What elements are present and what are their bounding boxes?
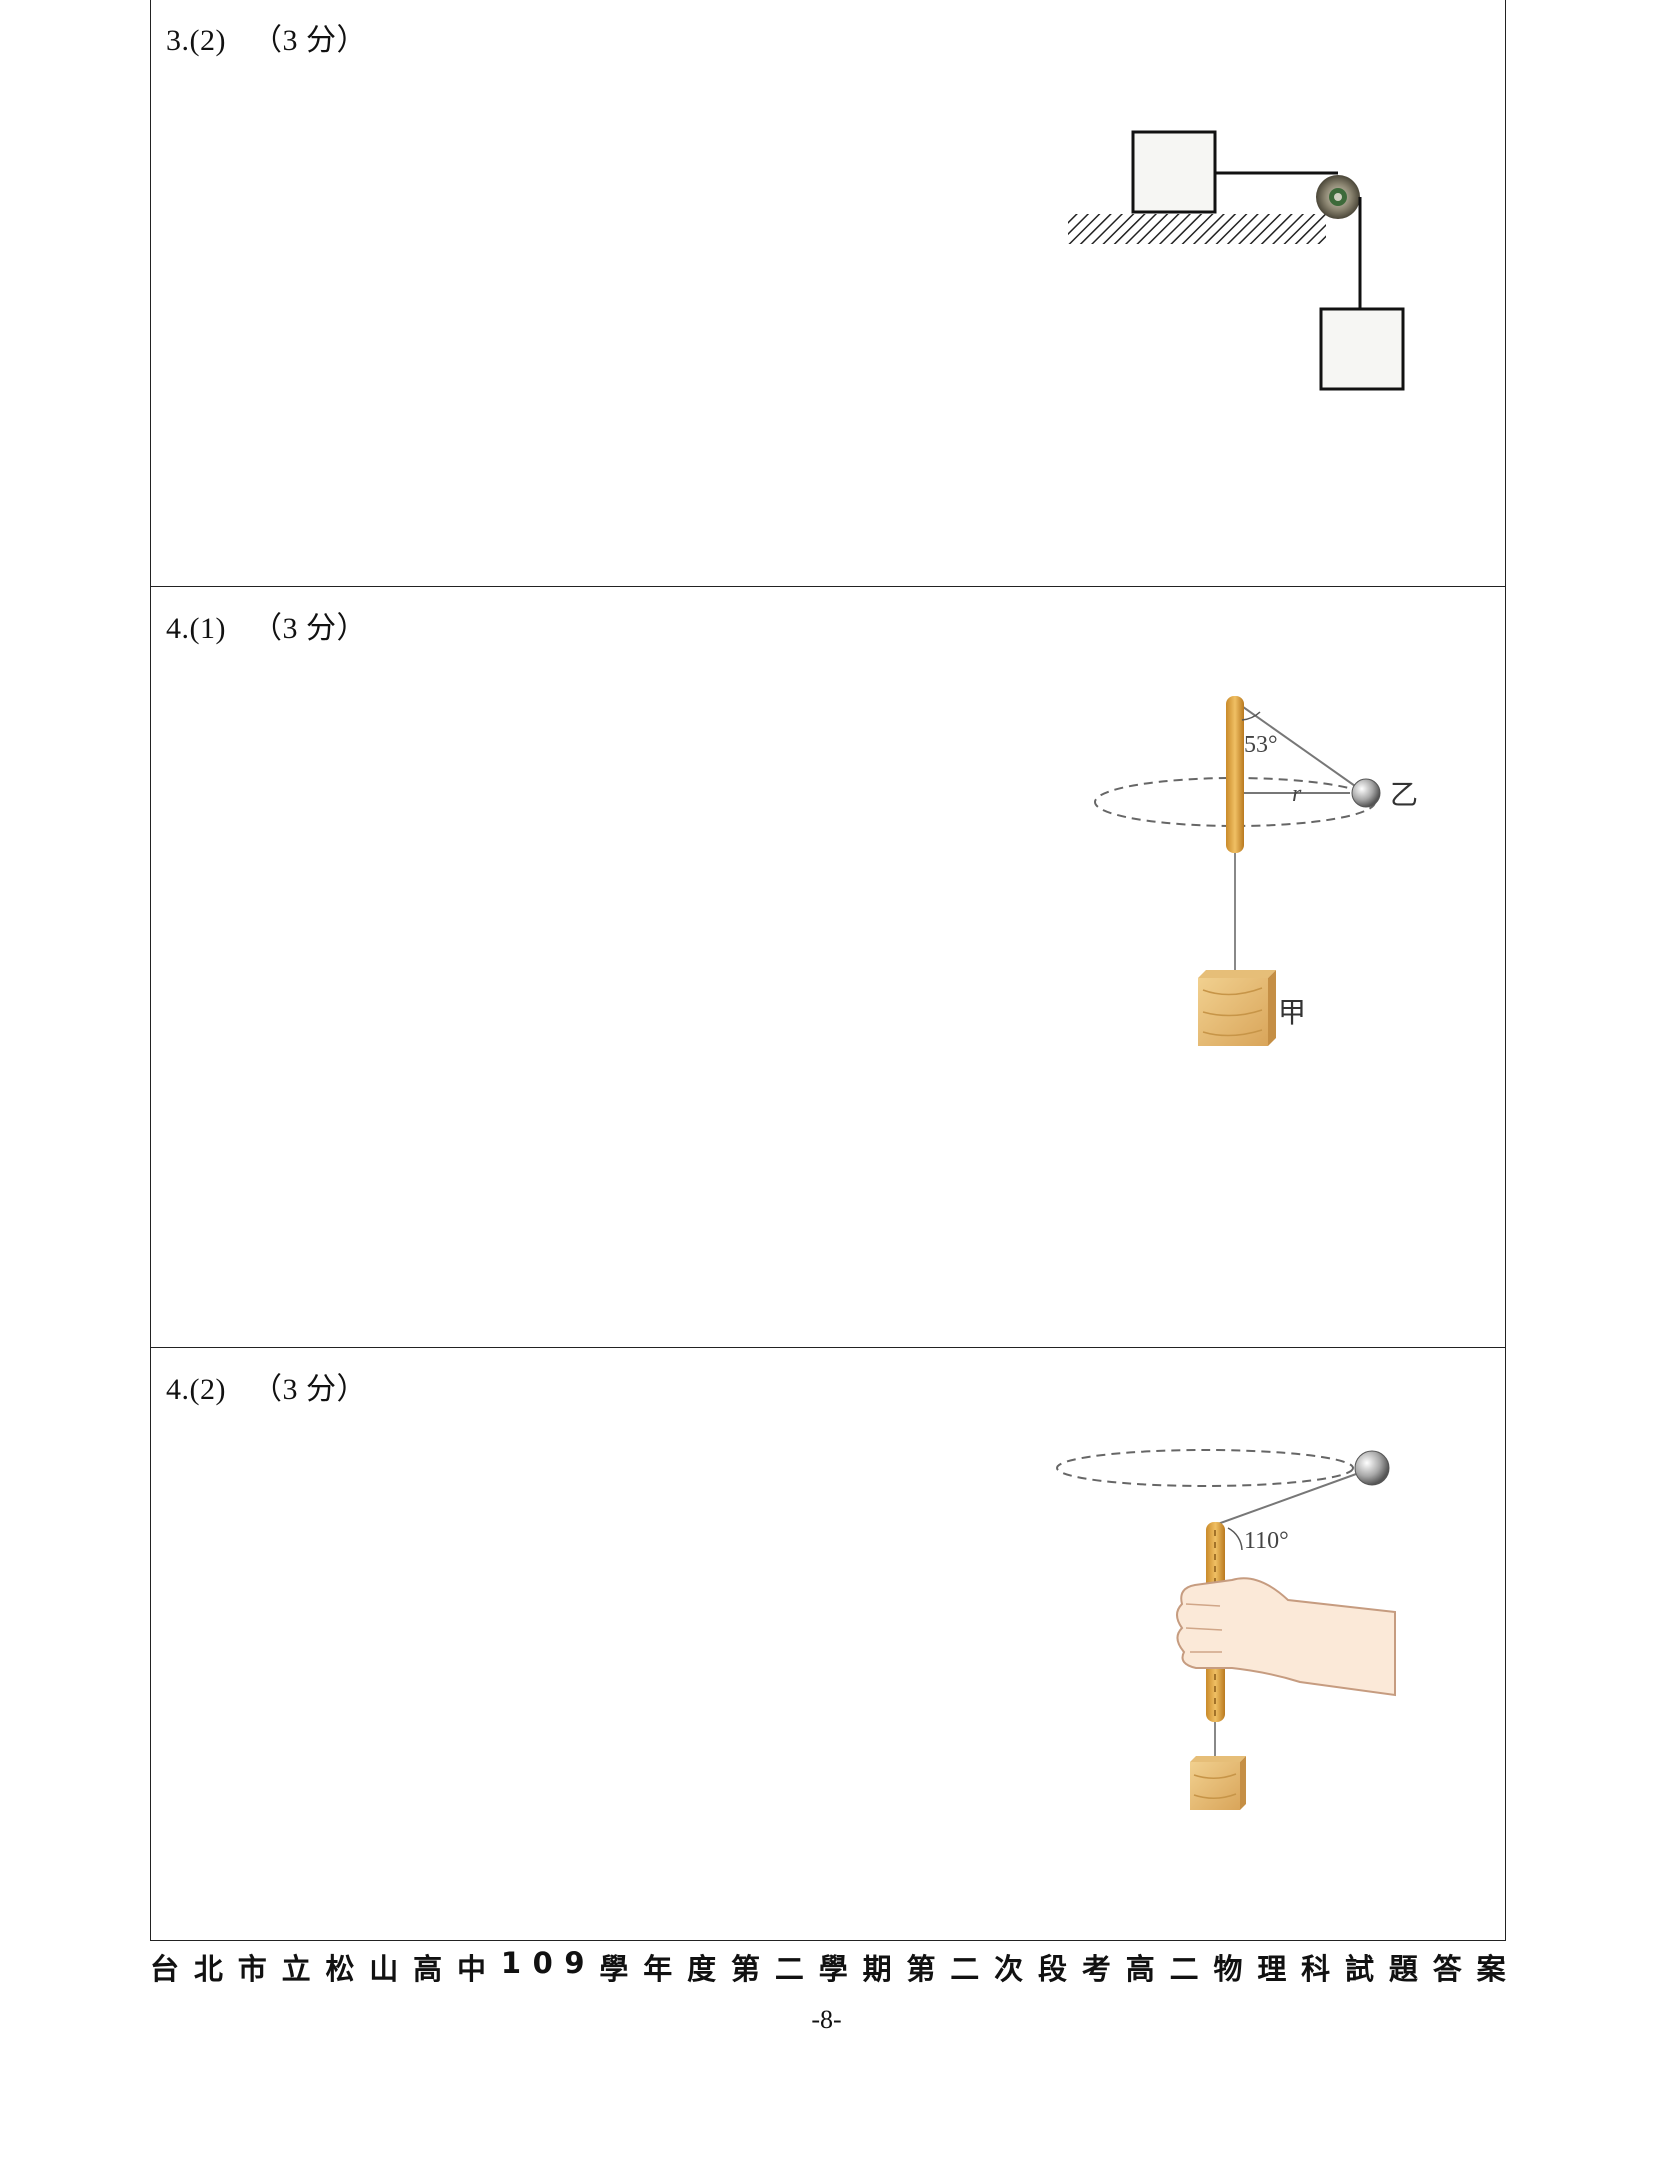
angle-label: 53° (1244, 732, 1278, 758)
question-points: （3 分） (251, 24, 367, 57)
conical-pendulum-figure: 53° r 乙 甲 (1094, 696, 1418, 1046)
footer-title-char: 1 0 9 (500, 1946, 585, 1980)
question-number: 4.(2) (166, 1373, 226, 1406)
footer-title-char: 度 (687, 1952, 717, 1986)
hand-arm (1176, 1577, 1396, 1697)
footer-title-char: 高 (413, 1952, 443, 1986)
footer-title-char: 第 (906, 1952, 936, 1986)
question-number: 3.(2) (166, 24, 226, 57)
footer-title-char: 中 (457, 1952, 487, 1986)
footer-title-char: 立 (281, 1952, 311, 1986)
footer-title-char: 段 (1038, 1952, 1068, 1986)
footer-title-char: 物 (1213, 1952, 1243, 1986)
block-label: 甲 (1278, 996, 1306, 1029)
answer-box-4-2: 4.(2) （3 分） (150, 1347, 1506, 1941)
footer-title-char: 年 (643, 1952, 673, 1986)
footer-title-char: 學 (818, 1952, 848, 1986)
footer-title-char: 科 (1301, 1952, 1331, 1986)
footer-title-char: 案 (1476, 1952, 1506, 1986)
footer-title-char: 學 (599, 1952, 629, 1986)
question-label: 4.(1) （3 分） (166, 603, 367, 647)
footer-title-char: 二 (950, 1952, 980, 1986)
pulley-figure (1068, 130, 1405, 391)
string-to-ball (1214, 1468, 1371, 1526)
footer-title-char: 理 (1257, 1952, 1287, 1986)
footer-title-char: 試 (1345, 1952, 1375, 1986)
footer-title-char: 山 (369, 1952, 399, 1986)
radius-label: r (1292, 781, 1302, 807)
footer-title-char: 二 (774, 1952, 804, 1986)
wooden-block (1190, 1762, 1240, 1810)
string-to-ball (1235, 701, 1366, 794)
footer-title-char: 台 (150, 1952, 180, 1986)
ball (1354, 1450, 1390, 1486)
footer-title-char: 題 (1388, 1952, 1418, 1986)
question-points: （3 分） (251, 1373, 367, 1406)
orbit-ellipse (1056, 1449, 1354, 1487)
question-label: 3.(2) （3 分） (166, 15, 367, 59)
footer-title-char: 高 (1125, 1952, 1155, 1986)
question-label: 4.(2) （3 分） (166, 1364, 367, 1408)
footer-title-char: 次 (994, 1952, 1024, 1986)
hand-pendulum-figure: 110° (1056, 1449, 1396, 1810)
footer-title-char: 期 (862, 1952, 892, 1986)
footer-title-char: 答 (1432, 1952, 1462, 1986)
ball (1351, 778, 1381, 808)
page-number: -8- (811, 2005, 842, 2034)
table-surface (1068, 214, 1326, 244)
footer-title-char: 市 (237, 1952, 267, 1986)
footer-title-char: 二 (1169, 1952, 1199, 1986)
hanging-block (1319, 307, 1405, 391)
question-number: 4.(1) (166, 612, 226, 645)
ball-label: 乙 (1390, 778, 1418, 811)
footer-title-char: 松 (325, 1952, 355, 1986)
vertical-rod (1226, 696, 1244, 853)
angle-label: 110° (1244, 1528, 1289, 1554)
footer-title-char: 第 (731, 1952, 761, 1986)
question-points: （3 分） (251, 612, 367, 645)
footer-title-char: 北 (193, 1952, 223, 1986)
footer-title-char: 考 (1081, 1952, 1111, 1986)
